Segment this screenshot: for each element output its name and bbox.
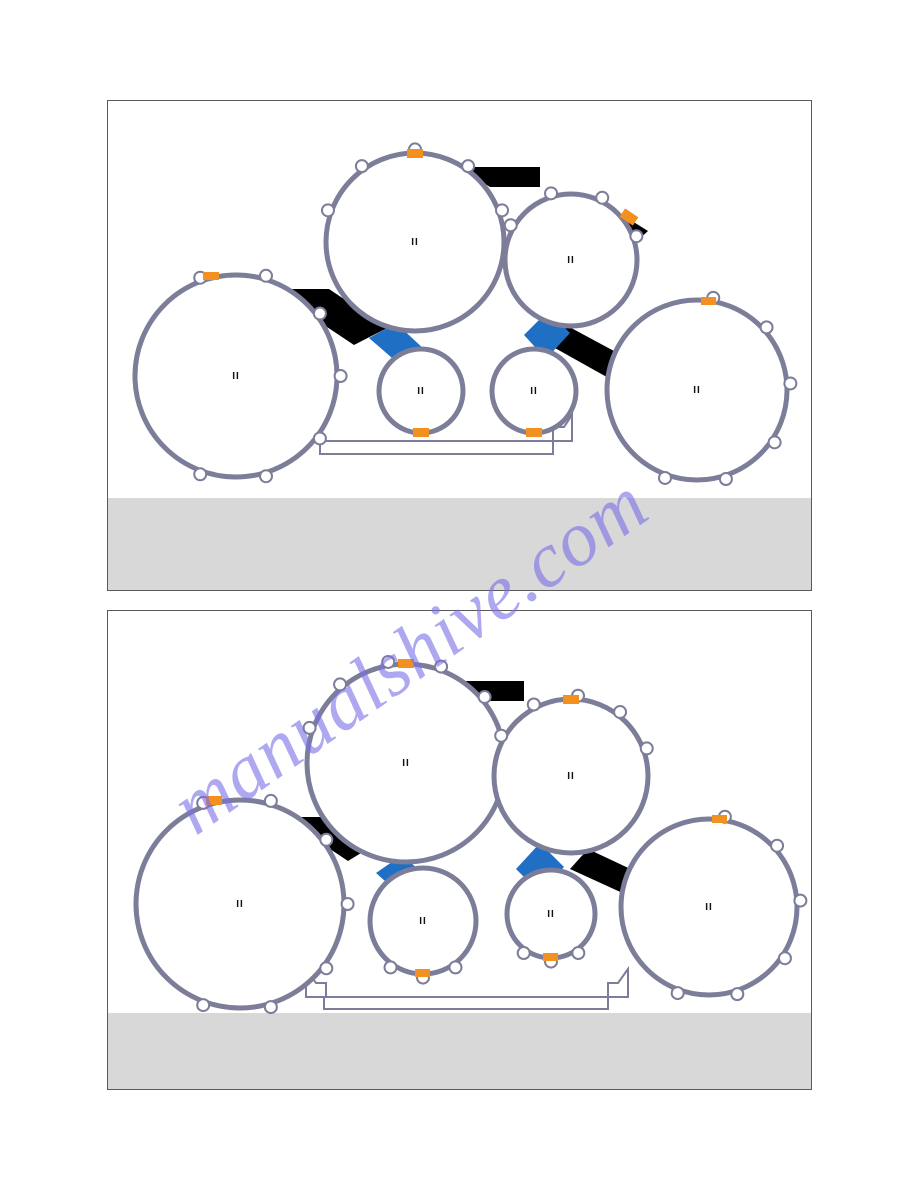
orange-marker	[563, 695, 579, 704]
lug-icon	[779, 952, 791, 964]
lug-icon	[545, 187, 557, 199]
lug-icon	[356, 160, 368, 172]
lug-icon	[761, 321, 773, 333]
lug-icon	[462, 160, 474, 172]
lug-icon	[197, 999, 209, 1011]
lug-icon	[314, 432, 326, 444]
lug-icon	[496, 204, 508, 216]
tray-hook	[608, 969, 628, 997]
drum-label: II	[419, 916, 427, 927]
lug-icon	[449, 961, 461, 973]
lug-icon	[596, 192, 608, 204]
orange-marker	[712, 815, 727, 823]
drum-label: II	[232, 371, 240, 382]
drum-label: II	[547, 909, 555, 920]
drum-label: II	[402, 758, 410, 769]
drum-label: II	[236, 899, 244, 910]
lug-icon	[505, 219, 517, 231]
lug-icon	[771, 840, 783, 852]
lug-icon	[784, 377, 796, 389]
lug-icon	[720, 473, 732, 485]
lug-icon	[630, 230, 642, 242]
drum-label: II	[530, 386, 538, 397]
lug-icon	[335, 370, 347, 382]
drum-label: II	[567, 255, 575, 266]
lug-icon	[672, 987, 684, 999]
lug-icon	[659, 472, 671, 484]
lug-icon	[385, 961, 397, 973]
lug-icon	[194, 468, 206, 480]
lug-icon	[260, 270, 272, 282]
drum-label: II	[693, 385, 701, 396]
orange-marker	[543, 953, 558, 961]
lug-icon	[334, 678, 346, 690]
lug-icon	[731, 988, 743, 1000]
orange-marker	[206, 796, 222, 805]
tray	[306, 969, 608, 1009]
lug-icon	[342, 898, 354, 910]
lug-icon	[265, 795, 277, 807]
lug-icon	[314, 308, 326, 320]
lug-icon	[495, 730, 507, 742]
lug-icon	[320, 834, 332, 846]
orange-marker	[203, 272, 219, 280]
diagram-svg: II II II II II II	[108, 101, 813, 500]
lug-icon	[435, 661, 447, 673]
lug-icon	[614, 706, 626, 718]
drum-label: II	[417, 386, 425, 397]
lug-icon	[304, 722, 316, 734]
lug-icon	[322, 204, 334, 216]
drum-label: II	[411, 237, 419, 248]
lug-icon	[572, 947, 584, 959]
lug-icon	[382, 656, 394, 668]
lug-icon	[528, 699, 540, 711]
orange-marker	[701, 297, 716, 305]
diagram-panel: II II II II II II	[107, 610, 812, 1090]
lug-icon	[260, 470, 272, 482]
lug-icon	[641, 742, 653, 754]
lug-icon	[518, 947, 530, 959]
page: IIIIIIIIIIIIIIIIIIIIIIII manualshive.com	[0, 0, 918, 1188]
drum-label: II	[705, 902, 713, 913]
diagram-panel: II II II II II II	[107, 100, 812, 591]
lug-icon	[320, 962, 332, 974]
lug-icon	[769, 436, 781, 448]
orange-marker	[415, 969, 430, 977]
lug-icon	[479, 691, 491, 703]
lug-icon	[265, 1001, 277, 1013]
orange-marker	[398, 659, 414, 668]
drum-label: II	[567, 771, 575, 782]
panel-footer	[108, 1013, 811, 1089]
lug-icon	[794, 895, 806, 907]
orange-marker	[407, 149, 423, 158]
orange-marker	[413, 428, 429, 437]
orange-marker	[526, 428, 542, 437]
panel-footer	[108, 498, 811, 590]
diagram-svg: II II II II II II	[108, 611, 813, 1015]
